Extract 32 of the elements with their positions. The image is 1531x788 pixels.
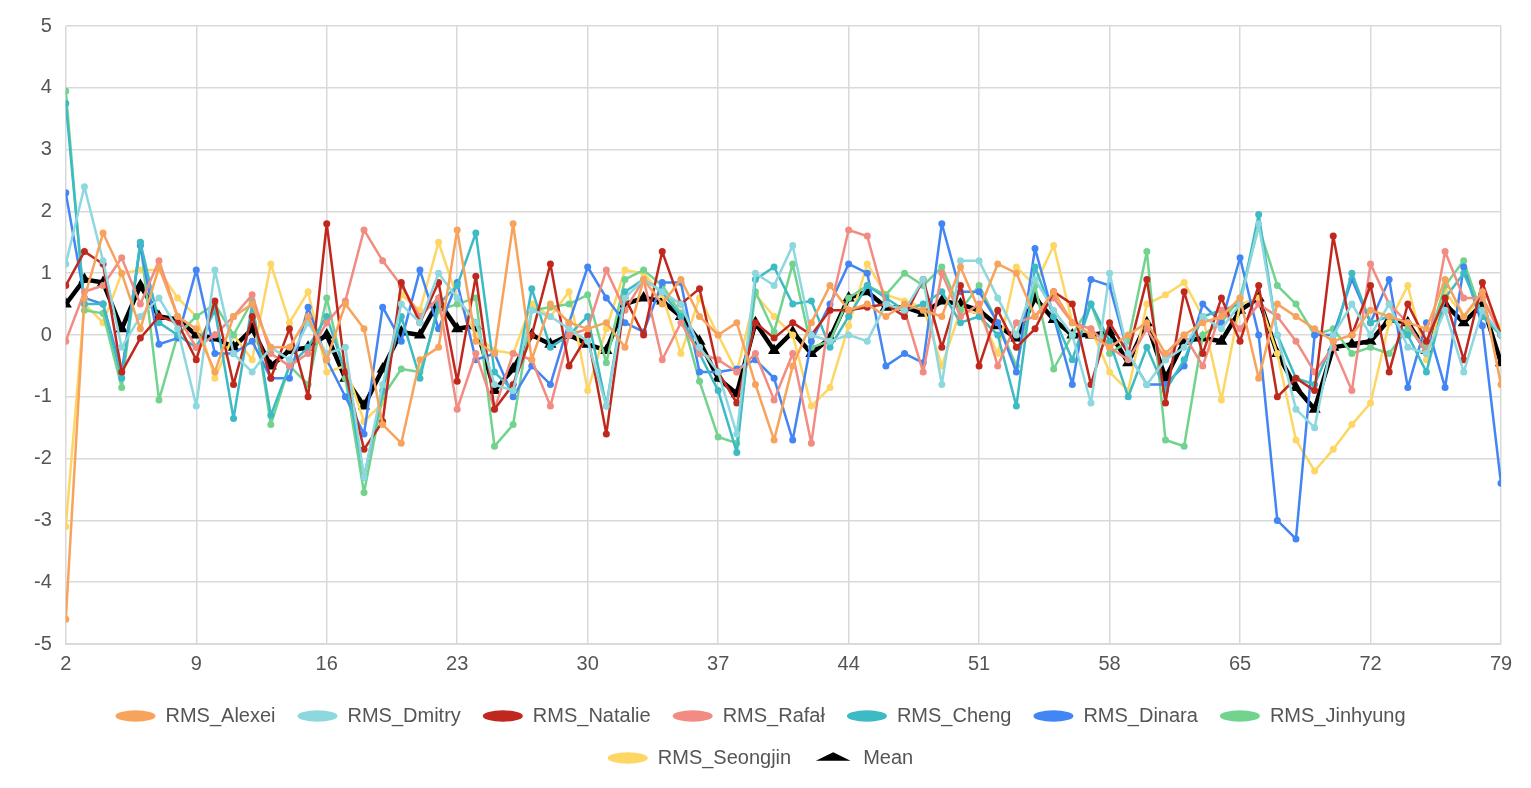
legend-label: RMS_Seongjin [657, 745, 792, 769]
legend-label: RMS_Alexei [165, 703, 276, 727]
legend-label: RMS_Rafał [722, 703, 826, 727]
y-tick-label: -5 [33, 631, 52, 654]
x-tick-label: 37 [707, 651, 730, 674]
x-tick-label: 58 [1098, 651, 1121, 674]
y-tick-label: 0 [40, 322, 52, 345]
y-tick-label: 5 [40, 13, 52, 36]
x-tick-label: 72 [1359, 651, 1382, 674]
y-tick-label: -1 [33, 384, 52, 407]
legend-label: RMS_Natalie [532, 703, 651, 727]
y-tick-label: -4 [33, 569, 52, 592]
x-tick-label: 9 [190, 651, 202, 674]
y-tick-label: -2 [33, 446, 52, 469]
legend-label: RMS_Cheng [896, 703, 1012, 727]
legend-label: RMS_Dmitry [347, 703, 461, 727]
x-tick-label: 51 [967, 651, 991, 674]
x-tick-label: 79 [1489, 651, 1513, 674]
legend-label: RMS_Jinhyung [1269, 703, 1406, 727]
y-tick-label: -3 [33, 507, 52, 530]
legend-label: Mean [863, 745, 914, 768]
y-tick-label: 2 [40, 198, 52, 221]
y-tick-label: 3 [40, 137, 52, 160]
y-tick-label: 1 [40, 260, 52, 283]
y-tick-label: 4 [40, 75, 52, 98]
legend-label: RMS_Dinara [1083, 703, 1199, 727]
x-tick-label: 16 [315, 651, 338, 674]
x-tick-label: 44 [837, 651, 860, 674]
x-tick-label: 23 [446, 651, 469, 674]
x-tick-label: 30 [576, 651, 599, 674]
x-tick-label: 2 [60, 651, 72, 674]
x-tick-label: 65 [1228, 651, 1252, 674]
